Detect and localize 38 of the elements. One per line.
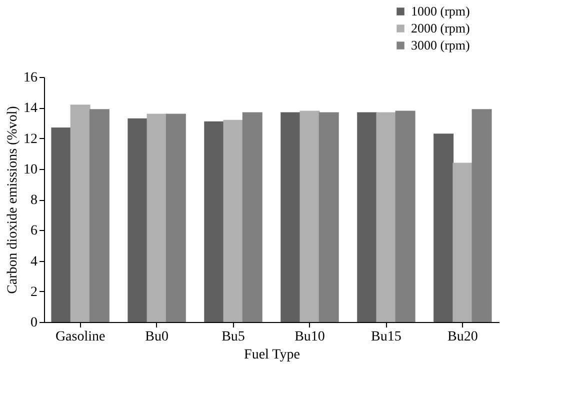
y-tick-label: 4 [30,254,38,270]
bar [204,121,224,322]
bar [280,112,301,322]
bar [300,110,320,322]
x-axis-title: Fuel Type [244,348,300,362]
legend-label: 2000 (rpm) [411,20,470,36]
y-tick-label: 0 [30,316,38,330]
y-tick-label: 14 [24,101,38,116]
x-tick-label: Bu10 [294,330,325,344]
bar [318,112,339,322]
bar [223,120,244,322]
bar [128,118,148,322]
y-tick-label: 12 [24,132,38,147]
legend-label: 1000 (rpm) [411,4,470,18]
bar [242,112,262,322]
y-axis-title: Carbon dioxide emissions (%vol) [6,106,20,294]
x-tick-label: Bu0 [145,330,168,344]
y-tick-label: 8 [30,193,38,208]
y-tick-label: 16 [24,70,38,86]
bar [376,112,396,322]
bar [146,114,167,322]
bar [357,112,378,322]
y-tick-label: 6 [30,224,38,239]
x-tick-label: Gasoline [55,330,106,344]
x-tick-label: Bu5 [222,330,245,344]
x-tick-label: Bu20 [448,330,478,344]
y-tick-label: 10 [24,162,38,178]
legend-label: 3000 (rpm) [411,38,470,52]
bar [89,109,110,322]
bar [434,134,454,322]
bar [452,162,473,322]
x-tick-label: Bu15 [371,330,402,344]
bar [51,128,72,322]
y-tick-label: 2 [30,284,38,300]
bar [70,104,90,322]
bar [166,114,186,322]
bar [395,110,416,322]
bar [472,109,492,322]
